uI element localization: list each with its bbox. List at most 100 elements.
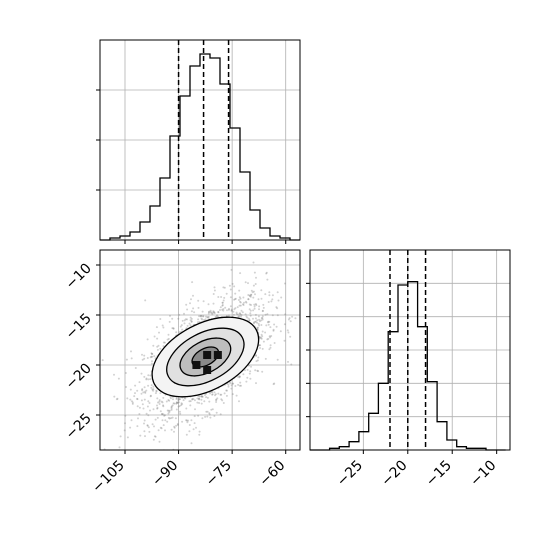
scatter-point xyxy=(250,289,253,292)
scatter-point xyxy=(201,310,204,313)
x-tick-label: −15 xyxy=(423,458,455,490)
scatter-point xyxy=(238,289,241,292)
scatter-point xyxy=(189,400,192,403)
scatter-point xyxy=(261,310,264,313)
scatter-point xyxy=(149,394,152,397)
scatter-point xyxy=(143,354,146,357)
scatter-point xyxy=(144,391,147,394)
scatter-point xyxy=(260,319,263,322)
scatter-point xyxy=(141,358,144,361)
scatter-point xyxy=(244,281,247,284)
scatter-point xyxy=(156,337,159,340)
scatter-point xyxy=(247,317,250,320)
scatter-point xyxy=(150,362,153,365)
scatter-point xyxy=(237,383,240,386)
scatter-point xyxy=(254,369,257,372)
scatter-point xyxy=(155,389,158,392)
scatter-point xyxy=(250,365,252,368)
scatter-point xyxy=(199,315,202,318)
scatter-point xyxy=(287,331,290,334)
scatter-point xyxy=(198,397,201,400)
scatter-point xyxy=(221,304,224,307)
scatter-point xyxy=(147,400,150,403)
scatter-point xyxy=(213,311,216,314)
scatter-point xyxy=(147,414,150,417)
scatter-point xyxy=(294,317,297,320)
scatter-point xyxy=(140,372,143,375)
scatter-point xyxy=(202,315,204,318)
scatter-point xyxy=(239,300,241,303)
scatter-point xyxy=(130,419,133,422)
scatter-point xyxy=(178,405,181,407)
scatter-point xyxy=(169,395,172,398)
scatter-point xyxy=(151,353,154,355)
scatter-point xyxy=(175,402,178,404)
scatter-point xyxy=(260,337,263,340)
scatter-point xyxy=(169,314,171,317)
scatter-point xyxy=(211,393,214,396)
scatter-point xyxy=(261,370,264,373)
scatter-point xyxy=(191,398,194,401)
scatter-point xyxy=(148,402,151,404)
scatter-point xyxy=(242,296,245,299)
scatter-point xyxy=(206,410,209,413)
scatter-point xyxy=(185,433,188,436)
scatter-point xyxy=(200,395,203,398)
scatter-point xyxy=(138,381,141,384)
x-tick-label: −10 xyxy=(467,458,499,490)
scatter-point xyxy=(200,398,203,401)
scatter-point xyxy=(159,410,162,413)
scatter-point xyxy=(208,412,211,415)
scatter-point xyxy=(238,384,241,387)
scatter-point xyxy=(226,389,228,392)
scatter-point xyxy=(183,397,186,399)
scatter-point xyxy=(193,399,196,402)
scatter-point xyxy=(150,352,153,355)
scatter-point xyxy=(235,394,238,397)
scatter-point xyxy=(147,378,150,381)
scatter-point xyxy=(209,416,212,419)
scatter-point xyxy=(162,345,165,348)
scatter-point xyxy=(163,414,166,417)
scatter-point xyxy=(143,398,146,401)
scatter-point xyxy=(239,272,242,275)
scatter-point xyxy=(210,408,213,411)
scatter-point xyxy=(116,397,119,400)
scatter-point xyxy=(143,430,146,433)
scatter-point xyxy=(130,357,133,360)
scatter-point xyxy=(244,313,247,316)
scatter-point xyxy=(287,318,290,321)
scatter-point xyxy=(126,436,129,439)
scatter-point xyxy=(208,311,210,314)
scatter-point xyxy=(131,401,134,404)
scatter-point xyxy=(268,335,271,338)
scatter-point xyxy=(248,303,251,306)
scatter-point xyxy=(225,389,228,392)
scatter-point xyxy=(204,415,207,418)
scatter-point xyxy=(220,296,223,298)
scatter-point xyxy=(258,305,261,308)
scatter-point xyxy=(305,327,307,329)
scatter-point xyxy=(236,306,239,309)
scatter-point xyxy=(129,388,132,391)
scatter-point xyxy=(162,424,165,427)
scatter-point xyxy=(150,352,153,355)
scatter-point xyxy=(179,412,182,415)
scatter-point xyxy=(141,353,143,356)
scatter-point xyxy=(148,430,151,433)
scatter-point xyxy=(289,320,292,323)
scatter-point xyxy=(276,307,279,310)
scatter-point xyxy=(160,427,163,430)
scatter-point xyxy=(170,408,173,411)
scatter-point xyxy=(197,299,200,302)
scatter-point xyxy=(203,400,206,403)
scatter-point xyxy=(221,301,224,304)
scatter-point xyxy=(207,315,210,318)
scatter-point xyxy=(264,313,267,316)
scatter-point xyxy=(167,337,170,340)
scatter-point xyxy=(265,324,268,327)
scatter-point xyxy=(197,318,200,321)
scatter-point xyxy=(229,305,232,308)
scatter-point xyxy=(172,402,175,405)
scatter-point xyxy=(271,294,274,297)
